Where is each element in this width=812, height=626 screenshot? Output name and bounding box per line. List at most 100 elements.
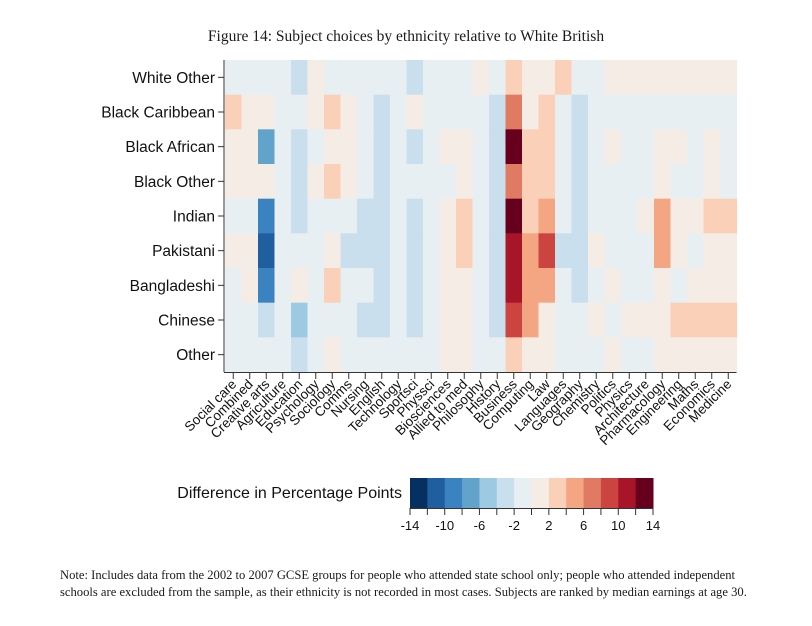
- heatmap-cell: [654, 94, 672, 130]
- heatmap-cell: [258, 268, 276, 304]
- heatmap-cell: [390, 233, 408, 269]
- heatmap-cell: [340, 233, 358, 269]
- heatmap-cell: [621, 337, 639, 373]
- heatmap-cell: [456, 337, 474, 373]
- heatmap-cell: [423, 233, 441, 269]
- heatmap-cell: [406, 198, 424, 234]
- heatmap-cell: [291, 164, 309, 200]
- legend-tick-label: -2: [508, 518, 520, 533]
- heatmap-cell: [720, 302, 738, 338]
- heatmap-cell: [654, 129, 672, 165]
- heatmap-cell: [720, 129, 738, 165]
- heatmap-cell: [489, 129, 507, 165]
- heatmap-cell: [654, 268, 672, 304]
- heatmap-cell: [225, 302, 243, 338]
- heatmap-cell: [621, 302, 639, 338]
- heatmap-cell: [390, 129, 408, 165]
- heatmap-cell: [489, 198, 507, 234]
- heatmap-cell: [472, 94, 490, 130]
- heatmap-cell: [621, 233, 639, 269]
- heatmap-cell: [571, 233, 589, 269]
- heatmap-cell: [604, 302, 622, 338]
- heatmap-cell: [505, 164, 523, 200]
- heatmap-cell: [522, 94, 540, 130]
- legend-tick-label: 10: [611, 518, 625, 533]
- heatmap-cell: [373, 268, 391, 304]
- heatmap-cell: [324, 268, 342, 304]
- heatmap-cell: [456, 268, 474, 304]
- heatmap-cell: [588, 337, 606, 373]
- heatmap-cell: [241, 198, 259, 234]
- heatmap-cell: [604, 129, 622, 165]
- heatmap-cell: [258, 164, 276, 200]
- heatmap-cell: [258, 94, 276, 130]
- heatmap-cell: [703, 302, 721, 338]
- heatmap-cell: [241, 337, 259, 373]
- heatmap-cell: [373, 337, 391, 373]
- heatmap-cell: [555, 164, 573, 200]
- heatmap-cell: [274, 60, 292, 96]
- heatmap-cell: [324, 302, 342, 338]
- heatmap-cell: [505, 60, 523, 96]
- heatmap-cell: [241, 129, 259, 165]
- heatmap-cell: [555, 233, 573, 269]
- y-tick-label: Pakistani: [152, 243, 215, 260]
- y-tick-label: Other: [176, 347, 215, 364]
- heatmap-cell: [522, 164, 540, 200]
- heatmap-cell: [439, 94, 457, 130]
- heatmap-cell: [703, 233, 721, 269]
- heatmap-cell: [588, 164, 606, 200]
- heatmap-cell: [423, 198, 441, 234]
- heatmap-cell: [357, 337, 375, 373]
- heatmap-cell: [604, 233, 622, 269]
- heatmap-cell: [538, 164, 556, 200]
- legend-swatch: [496, 478, 515, 508]
- heatmap-cell: [225, 60, 243, 96]
- heatmap-cell: [720, 164, 738, 200]
- heatmap-cell: [703, 94, 721, 130]
- heatmap-cell: [357, 233, 375, 269]
- heatmap-cell: [472, 198, 490, 234]
- heatmap-cell: [324, 337, 342, 373]
- heatmap-cell: [307, 164, 325, 200]
- heatmap-cell: [423, 302, 441, 338]
- y-tick-label: Chinese: [158, 313, 215, 330]
- heatmap-cell: [555, 129, 573, 165]
- heatmap-cell: [687, 198, 705, 234]
- heatmap-cell: [604, 164, 622, 200]
- heatmap-cell: [522, 337, 540, 373]
- heatmap-cell: [225, 129, 243, 165]
- heatmap-cell: [456, 60, 474, 96]
- heatmap-cell: [324, 60, 342, 96]
- heatmap-cell: [439, 129, 457, 165]
- heatmap-cell: [670, 233, 688, 269]
- legend-swatch: [600, 478, 619, 508]
- heatmap-cell: [555, 302, 573, 338]
- heatmap-cell: [720, 198, 738, 234]
- heatmap-cell: [588, 198, 606, 234]
- heatmap-cell: [357, 268, 375, 304]
- y-tick-label: Black African: [125, 139, 215, 156]
- heatmap-cell: [505, 337, 523, 373]
- heatmap-cell: [274, 94, 292, 130]
- heatmap-cell: [571, 94, 589, 130]
- heatmap-cell: [357, 94, 375, 130]
- legend-swatch: [635, 478, 654, 508]
- heatmap-cell: [373, 129, 391, 165]
- heatmap-cell: [225, 94, 243, 130]
- chart-title: Figure 14: Subject choices by ethnicity …: [207, 28, 605, 45]
- heatmap-cell: [241, 268, 259, 304]
- heatmap-cell: [373, 60, 391, 96]
- heatmap-cell: [324, 129, 342, 165]
- heatmap-cell: [522, 233, 540, 269]
- heatmap-cell: [340, 268, 358, 304]
- heatmap-cell: [538, 337, 556, 373]
- heatmap-cell: [291, 302, 309, 338]
- heatmap-cell: [423, 164, 441, 200]
- heatmap-cell: [687, 233, 705, 269]
- heatmap-cell: [274, 129, 292, 165]
- heatmap-cell: [571, 198, 589, 234]
- heatmap-cell: [621, 129, 639, 165]
- heatmap-cell: [703, 337, 721, 373]
